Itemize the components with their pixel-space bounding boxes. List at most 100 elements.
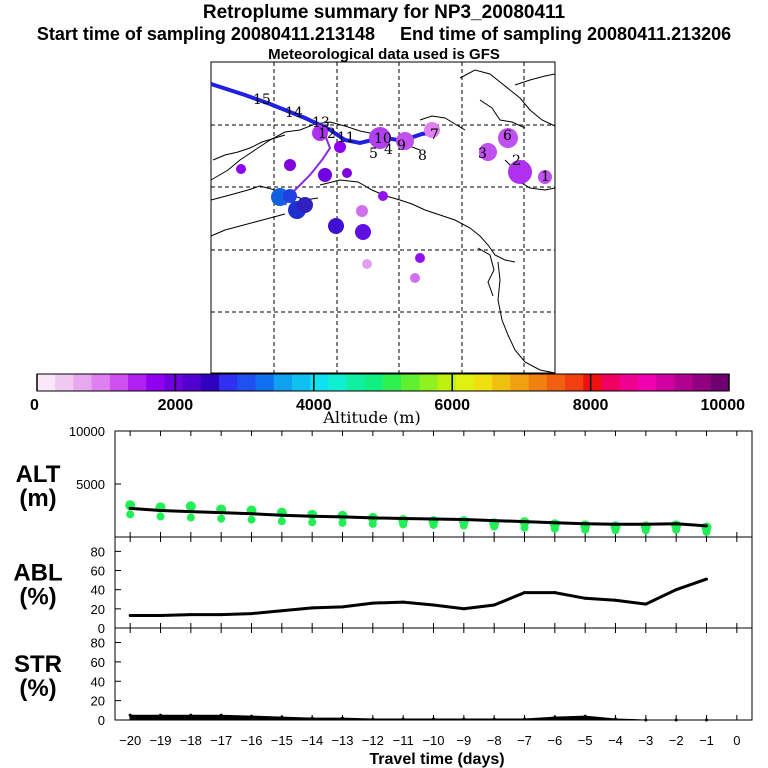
plume-markers [236, 122, 552, 283]
scatter-point [156, 512, 165, 521]
colorbar-swatch [346, 374, 366, 391]
colorbar-swatch [455, 374, 475, 391]
altitude-colorbar: 0 2000 4000 6000 8000 10000 Altitude (m) [30, 373, 745, 427]
scatter-point [186, 513, 195, 522]
scatter-point [399, 520, 408, 529]
coastline [477, 247, 495, 297]
plume-marker [312, 125, 328, 141]
colorbar-swatch [419, 374, 439, 391]
series-point [401, 717, 405, 721]
x-tick-label: −1 [699, 733, 714, 748]
plume-marker [415, 253, 425, 263]
colorbar-swatch [55, 374, 74, 391]
colorbar-swatch [710, 374, 730, 391]
series-point [432, 603, 435, 607]
series-area [129, 714, 707, 721]
panel-unit-label: (m) [19, 485, 56, 512]
day-marker-label: 15 [253, 92, 271, 108]
panel-unit-label: (%) [19, 584, 56, 611]
series-point [674, 588, 678, 592]
day-marker-label: 14 [285, 105, 303, 121]
series-point [492, 603, 496, 607]
series-point [371, 516, 375, 520]
day-marker-label: 12 [318, 126, 336, 142]
map-gridlines [211, 62, 555, 373]
colorbar-swatch [291, 374, 311, 391]
series-point [189, 510, 193, 514]
x-tick-label: −20 [119, 733, 141, 748]
colorbar-swatch [109, 374, 129, 391]
colorbar-swatch [182, 374, 202, 391]
plume-marker [378, 191, 388, 201]
scatter-point [217, 514, 226, 523]
plume-marker [297, 197, 313, 213]
series-point [674, 718, 678, 722]
panel-frame [114, 627, 753, 721]
series-point [219, 613, 223, 617]
series-point [159, 713, 162, 717]
panel-label: ABL [13, 560, 62, 587]
y-tick-label: 20 [91, 602, 105, 617]
colorbar-swatch [219, 374, 238, 391]
series-point [159, 509, 162, 512]
plume-marker [369, 127, 391, 149]
colorbar-swatch [255, 374, 275, 391]
day-marker-label: 8 [418, 148, 427, 164]
plume-marker [424, 122, 440, 138]
series-point [553, 521, 557, 525]
plume-marker [410, 273, 420, 283]
x-tick-label: −5 [578, 733, 593, 748]
x-tick-label: −16 [240, 733, 262, 748]
colorbar-swatch [73, 374, 93, 391]
y-tick-label: 60 [91, 655, 105, 670]
x-tick-label: −8 [487, 733, 502, 748]
x-tick-label: −9 [456, 733, 471, 748]
scatter-point [490, 522, 499, 531]
series-point [401, 516, 405, 520]
colorbar-swatch [310, 374, 329, 391]
colorbar-swatch [328, 374, 348, 391]
coastline [479, 99, 526, 129]
series-point [644, 718, 648, 722]
start-time-label: Start time of sampling 20080411.213148 [36, 24, 375, 44]
colorbar-swatch [565, 374, 584, 391]
plume-marker [236, 164, 246, 174]
x-tick-label: −17 [210, 733, 232, 748]
y-tick-label: 40 [91, 674, 105, 689]
colorbar-swatch [656, 374, 675, 391]
x-tick-label: −14 [301, 733, 323, 748]
colorbar-swatch [474, 374, 493, 391]
panel-abl: 80 60 40 20 0 ABL(%) [13, 536, 753, 636]
coastline [210, 213, 286, 237]
colorbar-swatch [383, 374, 402, 391]
x-tick-label: −3 [638, 733, 653, 748]
colorbar-swatch [146, 374, 165, 391]
colorbar-tick-label: 4000 [296, 397, 332, 414]
series-line [130, 577, 707, 617]
coastline [497, 261, 556, 374]
scatter-point [672, 525, 681, 534]
series-point [250, 714, 253, 718]
x-tick-label: −6 [547, 733, 562, 748]
series-point [128, 506, 132, 510]
plume-marker [318, 168, 332, 182]
series-point [583, 596, 587, 600]
series-point [280, 715, 284, 719]
scatter-point [459, 521, 468, 530]
series-point [614, 717, 617, 721]
colorbar-swatch [619, 374, 639, 391]
plume-marker [498, 128, 518, 148]
series-point [219, 511, 223, 515]
y-tick-label: 0 [98, 621, 105, 636]
series-point [705, 524, 708, 528]
met-data-label: Meteorological data used is GFS [268, 46, 500, 63]
coastlines [210, 69, 556, 374]
coastline [459, 69, 556, 127]
colorbar-swatch [200, 374, 220, 391]
day-marker-label: 3 [478, 146, 487, 162]
colorbar-swatch [692, 374, 712, 391]
day-marker-label: 7 [430, 127, 439, 143]
day-marker-label: 5 [369, 146, 378, 162]
x-tick-label: −15 [271, 733, 293, 748]
y-tick-label: 10000 [69, 424, 105, 439]
